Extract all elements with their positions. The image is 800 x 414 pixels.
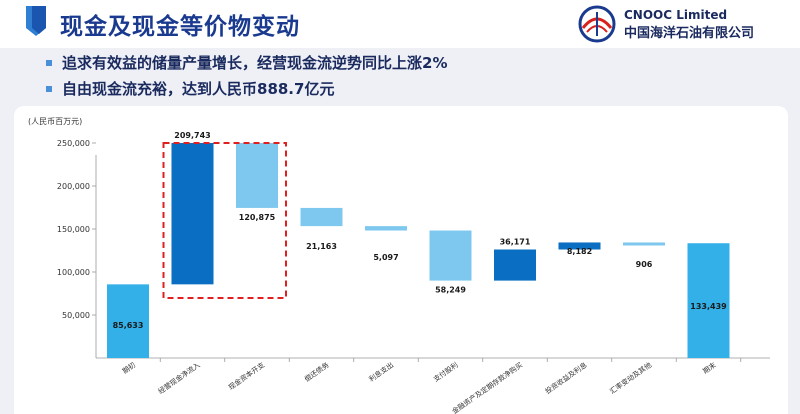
waterfall-bar <box>429 230 472 281</box>
waterfall-bar <box>558 242 601 250</box>
data-label: 36,171 <box>500 237 531 246</box>
data-label: 120,875 <box>239 213 276 222</box>
x-category-label: 期初 <box>121 360 138 375</box>
waterfall-bar <box>300 207 343 227</box>
chart-unit-label: (人民币百万元) <box>28 117 83 126</box>
chart-panel <box>14 106 788 414</box>
header-band <box>0 0 800 48</box>
x-category-label: 投资收益及利息 <box>543 360 588 395</box>
y-tick-label: 250,000 <box>57 139 90 148</box>
highlight-box <box>162 142 287 299</box>
cnooc-logo-icon <box>578 5 616 43</box>
x-category-label: 现金资本开支 <box>227 360 267 391</box>
x-category-label: 金融资产及定期存款净购买 <box>450 360 524 414</box>
waterfall-bar <box>687 243 730 358</box>
y-tick-label: 50,000 <box>62 311 90 320</box>
data-label: 133,439 <box>690 302 727 311</box>
page-title: 现金及现金等价物变动 <box>60 14 300 40</box>
data-label: 58,249 <box>435 286 466 295</box>
bullet-text: 自由现金流充裕，达到人民币888.7亿元 <box>62 80 335 98</box>
data-label: 21,163 <box>306 242 337 251</box>
y-tick-label: 150,000 <box>57 225 90 234</box>
x-category-label: 期末 <box>701 360 718 375</box>
waterfall-bar <box>494 249 536 281</box>
waterfall-bar <box>171 143 214 285</box>
x-category-label: 支付股利 <box>432 360 460 383</box>
data-label: 8,182 <box>567 247 592 256</box>
data-label: 85,633 <box>113 321 144 330</box>
data-label: 906 <box>636 260 653 269</box>
waterfall-bar <box>236 143 278 208</box>
bullet-square-icon <box>46 60 52 66</box>
company-name-cn: 中国海洋石油有限公司 <box>624 26 755 41</box>
data-label: 209,743 <box>174 131 210 140</box>
waterfall-bar <box>623 242 665 246</box>
company-name-en: CNOOC Limited <box>624 8 728 22</box>
bullet-text: 追求有效益的储量产量增长，经营现金流逆势同比上涨2% <box>62 54 448 72</box>
title-marker-icon <box>26 6 46 36</box>
bullet-square-icon <box>46 86 52 92</box>
x-category-label: 汇率变动及其他 <box>608 360 653 395</box>
x-category-label: 经营现金净流入 <box>156 360 201 395</box>
data-label: 5,097 <box>373 253 398 262</box>
waterfall-bar <box>107 284 149 358</box>
x-category-label: 偿还债务 <box>303 360 331 383</box>
y-tick-label: 200,000 <box>57 182 90 191</box>
x-category-label: 利息支出 <box>367 360 395 383</box>
y-tick-label: 100,000 <box>57 268 90 277</box>
waterfall-bar <box>365 226 407 231</box>
